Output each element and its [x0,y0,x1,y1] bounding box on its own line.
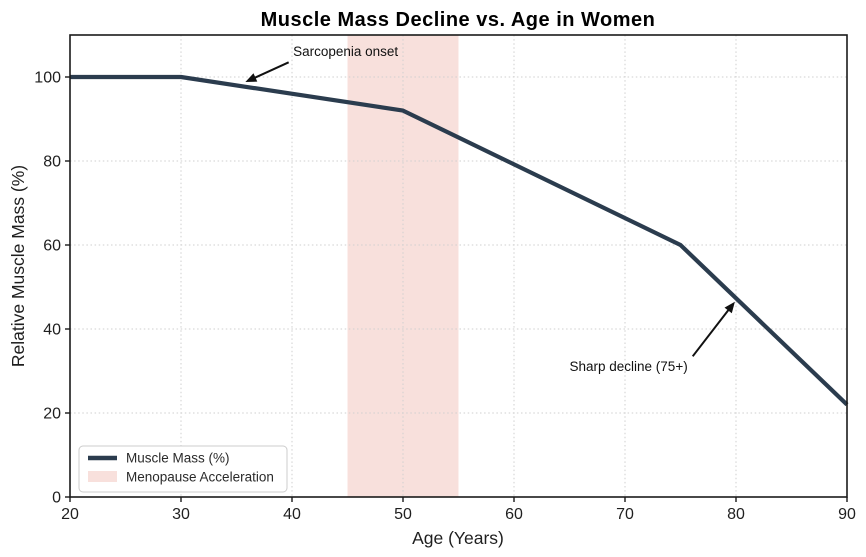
y-axis-label: Relative Muscle Mass (%) [8,165,28,367]
muscle-mass-line [70,74,849,407]
series-layer [70,74,849,407]
annotation-label: Sharp decline (75+) [570,359,688,374]
x-tick-label: 80 [727,506,745,523]
x-tick-label: 30 [172,506,190,523]
y-tick-label: 40 [43,322,61,339]
legend-box [78,445,288,493]
annotation-arrow [691,307,731,357]
chart-title: Muscle Mass Decline vs. Age in Women [261,9,656,31]
y-tick-label: 80 [43,154,61,171]
y-tick-label: 60 [43,238,61,255]
x-tick-label: 60 [505,506,523,523]
x-axis-label: Age (Years) [412,528,504,548]
annotation-label: Sarcopenia onset [293,44,398,59]
legend-item-menopause: Menopause Acceleration [126,470,274,485]
annotation-layer: Sarcopenia onset Sharp decline (75+) [245,44,735,374]
x-tick-label: 20 [61,506,79,523]
x-tick-label: 40 [283,506,301,523]
x-tick-label: 90 [838,506,856,523]
annotation-arrowhead [724,301,735,314]
x-tick-label: 70 [616,506,634,523]
grid-layer [70,35,847,497]
y-tick-label: 100 [34,70,61,87]
legend-band-swatch [88,471,117,482]
annotation-arrowhead [245,73,258,83]
annotation-arrow [251,61,290,80]
legend: Muscle Mass (%) Menopause Acceleration [78,445,288,493]
legend-item-muscle-mass: Muscle Mass (%) [126,451,230,466]
x-tick-label: 50 [394,506,412,523]
plot-border [69,34,848,498]
y-tick-label: 0 [52,490,61,507]
y-tick-label: 20 [43,406,61,423]
